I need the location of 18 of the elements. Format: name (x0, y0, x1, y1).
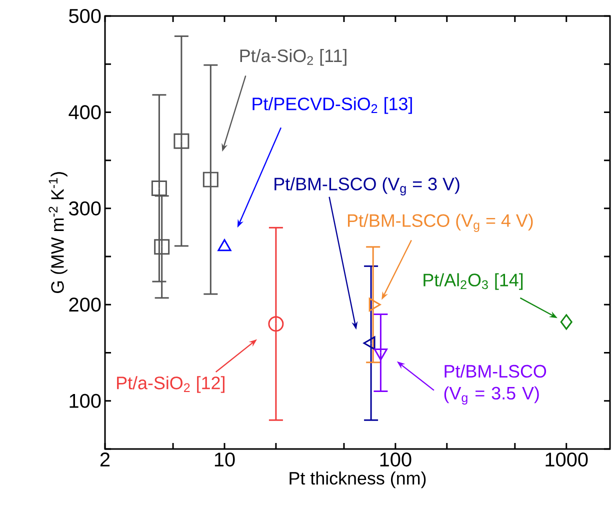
y-tick-label: 500 (69, 8, 101, 24)
x-tick-label: 2 (100, 452, 110, 466)
x-tick-label: 100 (380, 452, 412, 467)
legend-label: Pt/BM-LSCO (V$_{g}$ = 3.5 V) (444, 364, 546, 405)
y-axis-title: G (MW m$^{-2}$ K$^{-1}$) (48, 172, 68, 294)
text: Pt/BM-LSCO (V$_{g}$ = 3 V) (274, 177, 460, 196)
y-tick-label: 100 (70, 394, 101, 408)
text: Pt/a-SiO$_{2}$ [11] (240, 49, 346, 66)
text: Pt/Al$_{2}$O$_{3}$ [14] (424, 273, 523, 290)
x-axis-title: Pt thickness (nm) (290, 471, 426, 488)
text: Pt/a-SiO$_{2}$ [12] (117, 376, 224, 393)
text: Pt/BM-LSCO (V$_{g}$ = 4 V) (348, 214, 533, 232)
text: Pt/PECVD-SiO$_{2}$ [13] (252, 97, 412, 114)
y-tick-label: 400 (68, 105, 101, 120)
y-tick-label: 200 (69, 298, 101, 312)
x-tick-label: 1000 (546, 452, 588, 467)
y-tick-label: 300 (69, 201, 101, 216)
x-tick-label: 10 (214, 452, 235, 467)
